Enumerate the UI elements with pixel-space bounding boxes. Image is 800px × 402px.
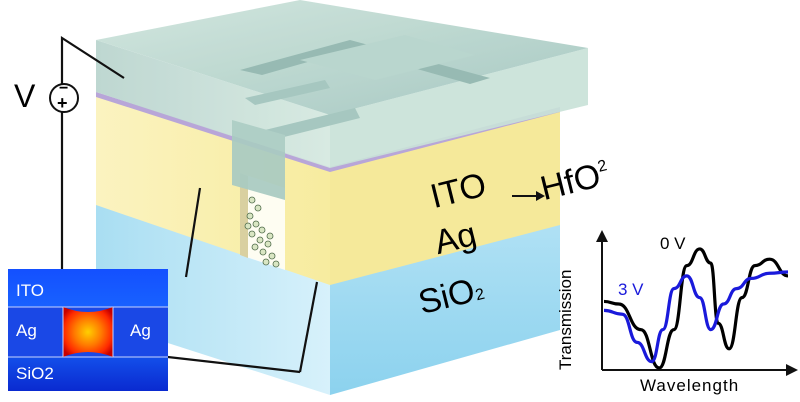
series-label-0v: 0 V	[660, 234, 686, 253]
voltage-label: V	[14, 78, 36, 114]
inset-sio2-label: SiO2	[16, 364, 54, 383]
ito-layer	[96, 0, 588, 200]
hfo2-pointer-arrow	[512, 191, 545, 201]
field-inset-labels: ITO Ag Ag SiO2	[8, 269, 168, 391]
voltage-plus-sign: +	[57, 93, 68, 113]
series-line-3v	[603, 270, 789, 364]
series-label-3v: 3 V	[618, 280, 644, 299]
field-inset	[8, 269, 168, 391]
series-line-0v	[603, 247, 789, 370]
voltage-source-icon	[49, 83, 79, 113]
voltage-minus-sign: −	[59, 80, 69, 97]
inset-ito-label: ITO	[16, 281, 45, 300]
y-axis-arrowhead	[596, 230, 608, 242]
x-axis-arrowhead	[786, 364, 798, 376]
x-axis-label: Wavelength	[640, 376, 740, 395]
transmission-chart	[596, 230, 798, 376]
inset-ag-right-label: Ag	[130, 321, 151, 340]
inset-ag-left-label: Ag	[16, 321, 37, 340]
y-axis-label: Transmission	[556, 269, 575, 370]
charge-carriers	[244, 196, 280, 268]
